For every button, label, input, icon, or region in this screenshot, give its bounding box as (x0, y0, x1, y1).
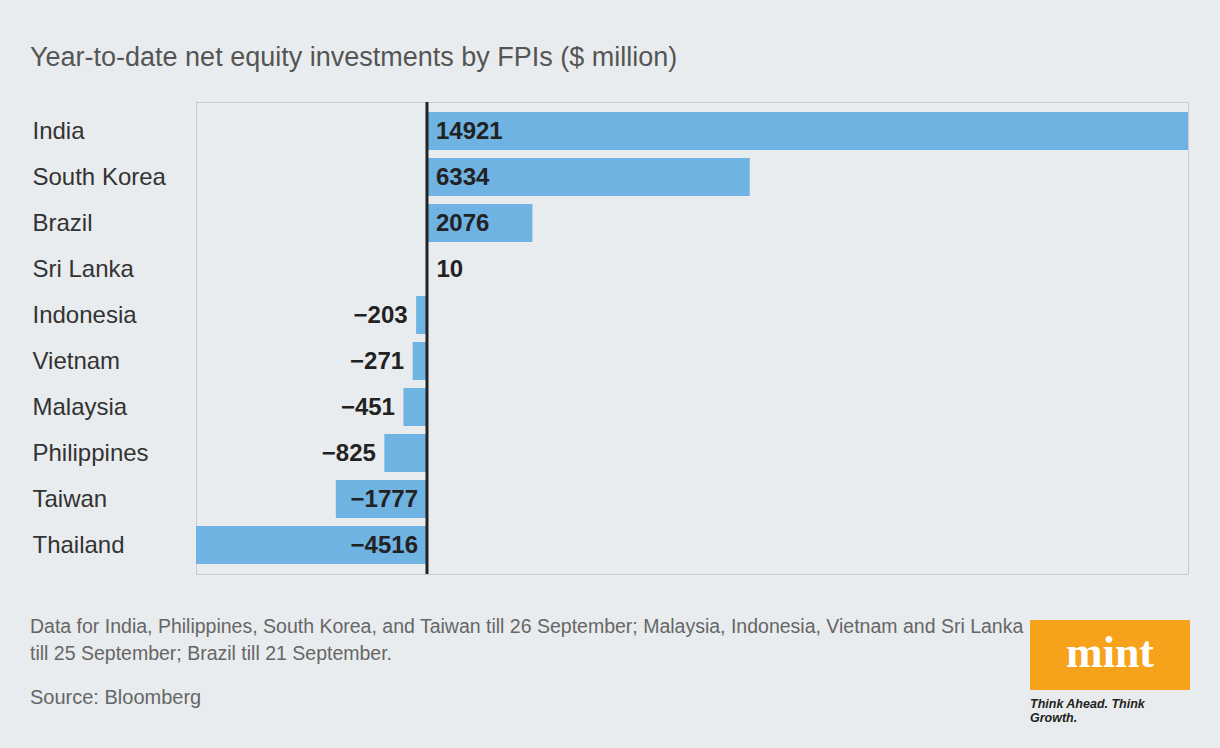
svg-text:−825: −825 (322, 439, 376, 466)
svg-text:−1777: −1777 (351, 485, 418, 512)
html-text:Source: Bloomberg: Source: Bloomberg (30, 686, 202, 708)
svg-text:Vietnam: Vietnam (33, 347, 121, 374)
svg-text:South Korea: South Korea (33, 163, 167, 190)
svg-text:2076: 2076 (436, 209, 489, 236)
svg-text:−203: −203 (354, 301, 408, 328)
svg-text:Sri Lanka: Sri Lanka (33, 255, 135, 282)
svg-text:Philippines: Philippines (33, 439, 149, 466)
svg-text:Taiwan: Taiwan (33, 485, 108, 512)
svg-text:Thailand: Thailand (33, 531, 125, 558)
svg-text:10: 10 (436, 255, 463, 282)
svg-text:6334: 6334 (436, 163, 490, 190)
svg-text:Brazil: Brazil (33, 209, 93, 236)
svg-text:Indonesia: Indonesia (33, 301, 138, 328)
html-text:Think Ahead. Think Growth.: Think Ahead. Think Growth. (1030, 697, 1145, 725)
svg-text:−451: −451 (341, 393, 395, 420)
svg-text:−271: −271 (350, 347, 404, 374)
svg-text:Malaysia: Malaysia (33, 393, 128, 420)
html-text:mint: mint (1066, 628, 1154, 677)
svg-text:India: India (33, 117, 86, 144)
html-text:Data for India, Philippines, S: Data for India, Philippines, South Korea… (30, 615, 1024, 664)
svg-text:14921: 14921 (436, 117, 503, 144)
html-text:Year-to-date net equity invest: Year-to-date net equity investments by F… (30, 42, 678, 72)
svg-text:−4516: −4516 (351, 531, 418, 558)
